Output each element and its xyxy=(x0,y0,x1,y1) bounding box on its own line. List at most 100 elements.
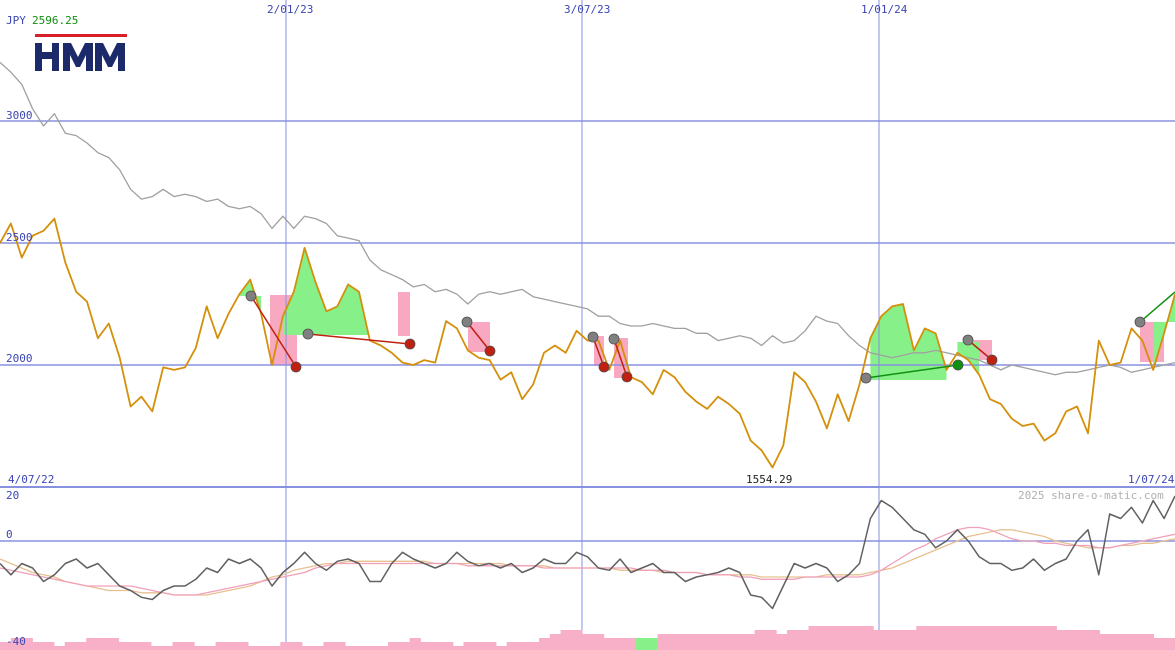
sell-marker xyxy=(598,361,610,373)
volume-bar xyxy=(916,626,928,650)
volume-bar xyxy=(75,642,87,650)
gain-zone xyxy=(282,247,370,341)
volume-bar xyxy=(959,626,971,650)
volume-bar xyxy=(679,634,691,650)
volume-bar xyxy=(43,642,55,650)
pivot-marker xyxy=(587,331,599,343)
volume-bar xyxy=(1131,634,1144,650)
volume-bar xyxy=(625,638,637,650)
volume-bar xyxy=(517,642,529,650)
trend-connector xyxy=(307,333,411,345)
volume-bar xyxy=(786,630,799,650)
volume-bar xyxy=(409,638,421,650)
volume-bar xyxy=(765,630,777,650)
volume-bar xyxy=(452,646,465,650)
volume-bar xyxy=(345,646,357,650)
volume-bar xyxy=(711,634,723,650)
volume-bar xyxy=(172,642,184,650)
pivot-marker xyxy=(245,290,257,302)
trend-connector xyxy=(1139,291,1175,323)
credit-label: 2025 share-o-matic.com xyxy=(1018,489,1164,502)
volume-bar xyxy=(161,646,173,650)
volume-bar xyxy=(657,634,669,650)
volume-bar xyxy=(301,646,314,650)
volume-bar xyxy=(485,642,497,650)
volume-bar xyxy=(53,646,66,650)
volume-bar xyxy=(140,642,152,650)
last-price-label: 2596.25 xyxy=(32,14,79,27)
volume-bar xyxy=(258,646,270,650)
pivot-marker xyxy=(860,372,872,384)
volume-bar xyxy=(1121,634,1133,650)
volume-bar xyxy=(797,630,809,650)
y-tick-label-3000: 3000 xyxy=(6,109,33,122)
volume-bar xyxy=(323,642,335,650)
volume-bar xyxy=(431,642,443,650)
volume-bar xyxy=(1142,634,1154,650)
trend-connector xyxy=(613,338,628,378)
x-tick-label-2: 3/07/23 xyxy=(564,3,611,16)
volume-bar xyxy=(506,642,518,650)
sell-marker xyxy=(484,345,496,357)
volume-bar xyxy=(291,642,303,650)
volume-bar xyxy=(194,646,206,650)
volume-bar xyxy=(269,646,281,650)
volume-bar xyxy=(776,634,788,650)
volume-bar xyxy=(862,626,874,650)
volume-bar xyxy=(442,642,454,650)
volume-bar xyxy=(1034,626,1047,650)
volume-bar xyxy=(571,630,583,650)
min-price-label: 1554.29 xyxy=(746,473,793,486)
volume-bar xyxy=(754,630,766,650)
pivot-marker xyxy=(1134,316,1146,328)
volume-bar xyxy=(582,634,594,650)
oscillator-average-line xyxy=(0,526,1175,596)
volume-bar xyxy=(1099,634,1111,650)
oscillator-signal-line xyxy=(0,529,1175,596)
volume-bar xyxy=(1088,630,1101,650)
volume-bar xyxy=(981,626,993,650)
trend-connector xyxy=(250,295,297,368)
volume-bar xyxy=(388,642,400,650)
start-date-label: 4/07/22 xyxy=(8,473,55,486)
sell-marker xyxy=(986,354,998,366)
pivot-marker xyxy=(302,328,314,340)
volume-bar xyxy=(894,630,906,650)
moving-average-series xyxy=(0,61,1175,376)
volume-bar xyxy=(592,634,605,650)
volume-bar xyxy=(905,630,917,650)
end-date-label: 1/07/24 xyxy=(1128,473,1175,486)
volume-bar xyxy=(312,646,324,650)
trend-connector xyxy=(466,321,491,352)
oscillator-panel xyxy=(0,495,1175,610)
volume-bar xyxy=(495,646,508,650)
volume-bar xyxy=(743,634,756,650)
volume-bar xyxy=(280,642,292,650)
volume-bar xyxy=(636,638,648,650)
sell-marker xyxy=(404,338,416,350)
volume-bar xyxy=(873,630,885,650)
loss-zone xyxy=(594,336,604,366)
volume-bar xyxy=(603,638,615,650)
loss-zone xyxy=(398,292,410,336)
y-tick-label-2000: 2000 xyxy=(6,352,33,365)
volume-bar xyxy=(937,626,950,650)
buy-marker xyxy=(952,359,964,371)
volume-bar xyxy=(528,642,540,650)
x-tick-label-1: 2/01/23 xyxy=(267,3,314,16)
volume-bar xyxy=(32,642,44,650)
price-line xyxy=(0,217,1175,469)
volume-bar xyxy=(689,634,702,650)
volume-bar xyxy=(1045,626,1057,650)
sell-marker xyxy=(290,361,302,373)
volume-bar xyxy=(463,642,475,650)
volume-bar xyxy=(614,638,626,650)
x-tick-label-3: 1/01/24 xyxy=(861,3,908,16)
currency-label: JPY xyxy=(6,14,26,27)
volume-bar xyxy=(1013,626,1025,650)
volume-bar xyxy=(21,638,33,650)
volume-bar xyxy=(722,634,734,650)
volume-bar xyxy=(549,634,562,650)
volume-bar xyxy=(64,642,76,650)
